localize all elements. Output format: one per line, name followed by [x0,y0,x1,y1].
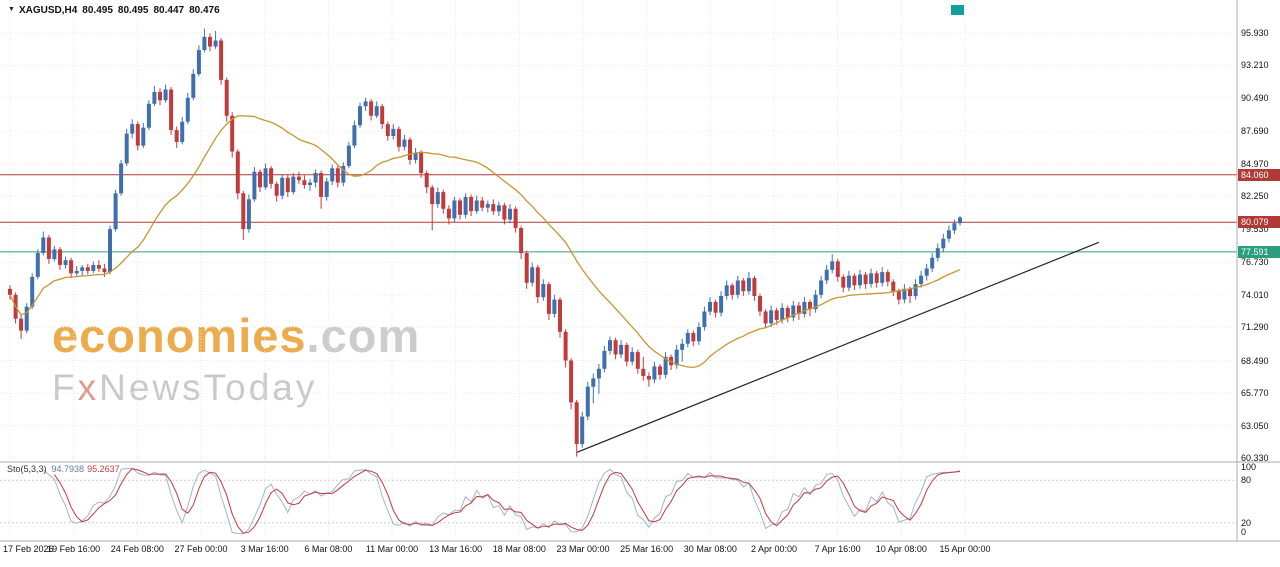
time-axis-label: 6 Mar 08:00 [304,544,353,554]
time-axis[interactable]: 17 Feb 2026 19 Feb 16:00 24 Feb 08:00 27 Fe… [0,544,1280,560]
stochastic-name: Sto(5,3,3) [7,464,47,474]
stochastic-signal-value: 95.2637 [87,464,120,474]
time-axis-label: 23 Mar 00:00 [556,544,610,554]
stochastic-main-value: 94.7938 [51,464,85,474]
stoch-scale-label: 20 [1241,517,1252,528]
time-axis-label: 18 Mar 08:00 [492,544,546,554]
price-level-badge: 84.060 [1238,168,1280,181]
stochastic-label: Sto(5,3,3) 94.7938 95.2637 [7,464,120,474]
time-axis-label: 27 Feb 00:00 [174,544,228,554]
ohlc-low: 80.447 [153,5,185,16]
price-tick-label: 74.010 [1241,289,1269,300]
price-tick-label: 90.490 [1241,92,1269,103]
price-tick-label: 79.530 [1241,223,1269,234]
time-axis-label: 24 Feb 08:00 [110,544,164,554]
time-axis-label: 25 Mar 16:00 [620,544,674,554]
time-axis-label: 11 Mar 00:00 [365,544,419,554]
price-tick-label: 95.930 [1241,28,1269,38]
time-axis-label: 30 Mar 08:00 [683,544,737,554]
time-axis-label: 13 Mar 16:00 [429,544,483,554]
price-tick-label: 65.770 [1241,388,1269,399]
price-level-badge: 77.591 [1238,245,1280,258]
ohlc-close: 80.476 [189,5,220,16]
price-tick-label: 76.730 [1241,257,1269,268]
price-tick-label: 82.250 [1241,191,1269,202]
symbol-marker-icon: ▼ [8,6,15,13]
price-level-badge: 80.079 [1238,216,1280,229]
chart-shift-marker[interactable] [951,5,964,15]
symbol-period-label: XAGUSD,H4 [18,5,78,16]
price-tick-label: 63.050 [1241,420,1269,431]
symbol-info-bar: ▼ XAGUSD,H4 80.495 80.495 80.447 80.476 [8,5,220,16]
ohlc-open: 80.495 [82,5,113,16]
price-tick-label: 93.210 [1241,60,1269,71]
watermark-economies: economies [52,309,307,362]
ohlc-high: 80.495 [117,5,149,16]
time-axis-label: 10 Apr 08:00 [875,544,927,554]
stoch-scale-label: 0 [1241,527,1247,537]
time-axis-label: 19 Feb 16:00 [47,544,101,554]
price-tick-label: 60.330 [1241,453,1269,463]
price-tick-label: 71.290 [1241,322,1269,333]
price-tick-label: 87.690 [1241,126,1269,137]
time-axis-label: 17 Feb 2026 [3,544,54,554]
watermark-economies-com: economies.com [52,312,420,359]
watermark-fxnewstoday: FxNewsToday [52,367,318,408]
time-axis-label: 15 Apr 00:00 [939,544,991,554]
watermark: economies.com FxNewsToday [52,312,420,406]
time-axis-label: 3 Mar 16:00 [240,544,289,554]
price-tick-label: 68.490 [1241,355,1269,366]
time-axis-label: 7 Apr 16:00 [814,544,861,554]
stochastic-scale[interactable]: 100 80 20 0 [1238,0,1280,567]
stoch-scale-label: 100 [1241,462,1257,472]
stoch-scale-label: 80 [1241,475,1252,486]
price-tick-label: 84.970 [1241,158,1269,169]
price-axis[interactable]: 95.930 93.210 90.490 87.690 84.970 82.250 79.5… [1238,0,1280,567]
watermark-domain-suffix: .com [306,309,421,362]
time-axis-label: 2 Apr 00:00 [750,544,798,554]
